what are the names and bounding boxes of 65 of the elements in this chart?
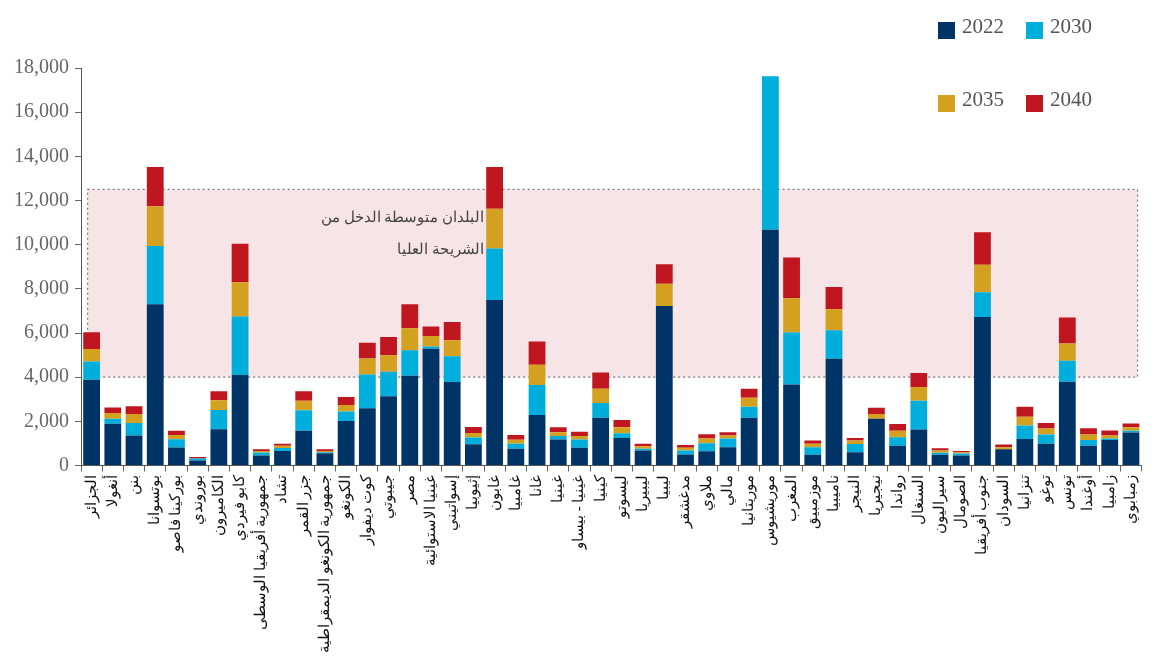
x-tick-label: ملاوي bbox=[697, 474, 715, 511]
x-tick-label: غانا bbox=[527, 474, 544, 497]
x-tick-label: ليبيريا bbox=[634, 474, 652, 512]
x-tick-label: نيجيريا bbox=[867, 474, 885, 516]
x-tick-label: غينيا الاستوائية bbox=[421, 474, 439, 567]
x-tick-label: الصومال bbox=[952, 474, 970, 529]
x-tick-label: كابو فيردي bbox=[231, 473, 249, 542]
x-tick-label: ليبيا bbox=[655, 474, 672, 500]
x-tick-label: تنزانيا bbox=[1015, 474, 1033, 510]
legend-label: 2030 bbox=[1050, 14, 1092, 39]
legend-label: 2035 bbox=[962, 87, 1004, 112]
x-tick-label: موريشيوس bbox=[761, 474, 779, 546]
x-tick-label: بنن bbox=[124, 474, 142, 495]
x-tick-label: إسواتيني bbox=[443, 474, 461, 531]
x-tick-label: إثيوبيا bbox=[464, 474, 482, 510]
band-label: البلدان متوسطة الدخل من الشريحة العليا bbox=[320, 209, 485, 259]
y-tick-label: 12,000 bbox=[14, 187, 69, 210]
x-tick-label: مالي bbox=[718, 474, 736, 506]
x-tick-label: توغو bbox=[1037, 474, 1055, 504]
x-tick-label: ليسوتو bbox=[612, 474, 630, 519]
x-tick-label: كينيا bbox=[591, 473, 608, 502]
x-tick-label: السودان bbox=[994, 474, 1012, 527]
x-tick-label: جيبوتي bbox=[379, 474, 397, 519]
y-tick-label: 2,000 bbox=[24, 408, 69, 431]
y-tick-label: 6,000 bbox=[24, 320, 69, 343]
x-tick-label: بوركينا فاصو bbox=[167, 474, 185, 554]
x-tick-label: زامبيا bbox=[1100, 474, 1118, 509]
x-tick-label: الكونغو bbox=[337, 474, 355, 520]
x-tick-label: أنغولا bbox=[101, 474, 121, 507]
x-tick-label: موزمبيق bbox=[803, 474, 821, 529]
y-tick-label: 10,000 bbox=[14, 231, 69, 254]
x-tick-label: موريتانيا bbox=[740, 474, 758, 526]
x-tick-label: بوروندي bbox=[188, 474, 206, 525]
x-tick-label: السنغال bbox=[909, 474, 926, 525]
x-tick-label: مصر bbox=[400, 474, 418, 505]
x-tick-label: رواندا bbox=[888, 474, 906, 509]
x-tick-label: تشاد bbox=[273, 474, 290, 504]
x-tick-label: سيراليون bbox=[930, 474, 948, 534]
x-tick-label: جنوب أفريقيا bbox=[971, 474, 991, 556]
legend-label: 2022 bbox=[962, 14, 1004, 39]
x-tick-label: غابون bbox=[485, 474, 503, 511]
x-tick-label: أوغندا bbox=[1077, 474, 1097, 511]
y-tick-label: 4,000 bbox=[24, 364, 69, 387]
x-tick-label: تونس bbox=[1058, 474, 1076, 510]
x-tick-label: جمهورية الكونغو الديمقراطية bbox=[315, 474, 333, 653]
y-tick-label: 18,000 bbox=[14, 55, 69, 78]
x-tick-label: الجزائر bbox=[82, 474, 100, 519]
x-tick-label: غينيا - بيساو bbox=[570, 474, 588, 550]
x-tick-label: زمبابوي bbox=[1121, 474, 1139, 524]
x-tick-label: المغرب bbox=[782, 474, 800, 522]
y-tick-label: 8,000 bbox=[24, 276, 69, 299]
x-tick-label: جمهورية أفريقيا الوسطى bbox=[250, 474, 270, 630]
y-tick-label: 16,000 bbox=[14, 99, 69, 122]
x-tick-label: مدغشقر bbox=[676, 474, 694, 529]
x-tick-label: الكاميرون bbox=[209, 474, 227, 536]
x-tick-label: جزر القمر bbox=[294, 474, 312, 538]
legend-label: 2040 bbox=[1050, 87, 1092, 112]
x-tick-label: ناميبيا bbox=[824, 474, 841, 512]
y-tick-label: 14,000 bbox=[14, 143, 69, 166]
y-tick-label: 0 bbox=[59, 452, 69, 475]
x-tick-label: النيجر bbox=[846, 474, 864, 513]
x-tick-label: غامبيا bbox=[506, 474, 523, 511]
x-tick-label: كوت ديفوار bbox=[358, 473, 376, 547]
x-tick-label: بوتسوانا bbox=[146, 474, 164, 525]
x-tick-label: غينيا bbox=[549, 474, 566, 503]
